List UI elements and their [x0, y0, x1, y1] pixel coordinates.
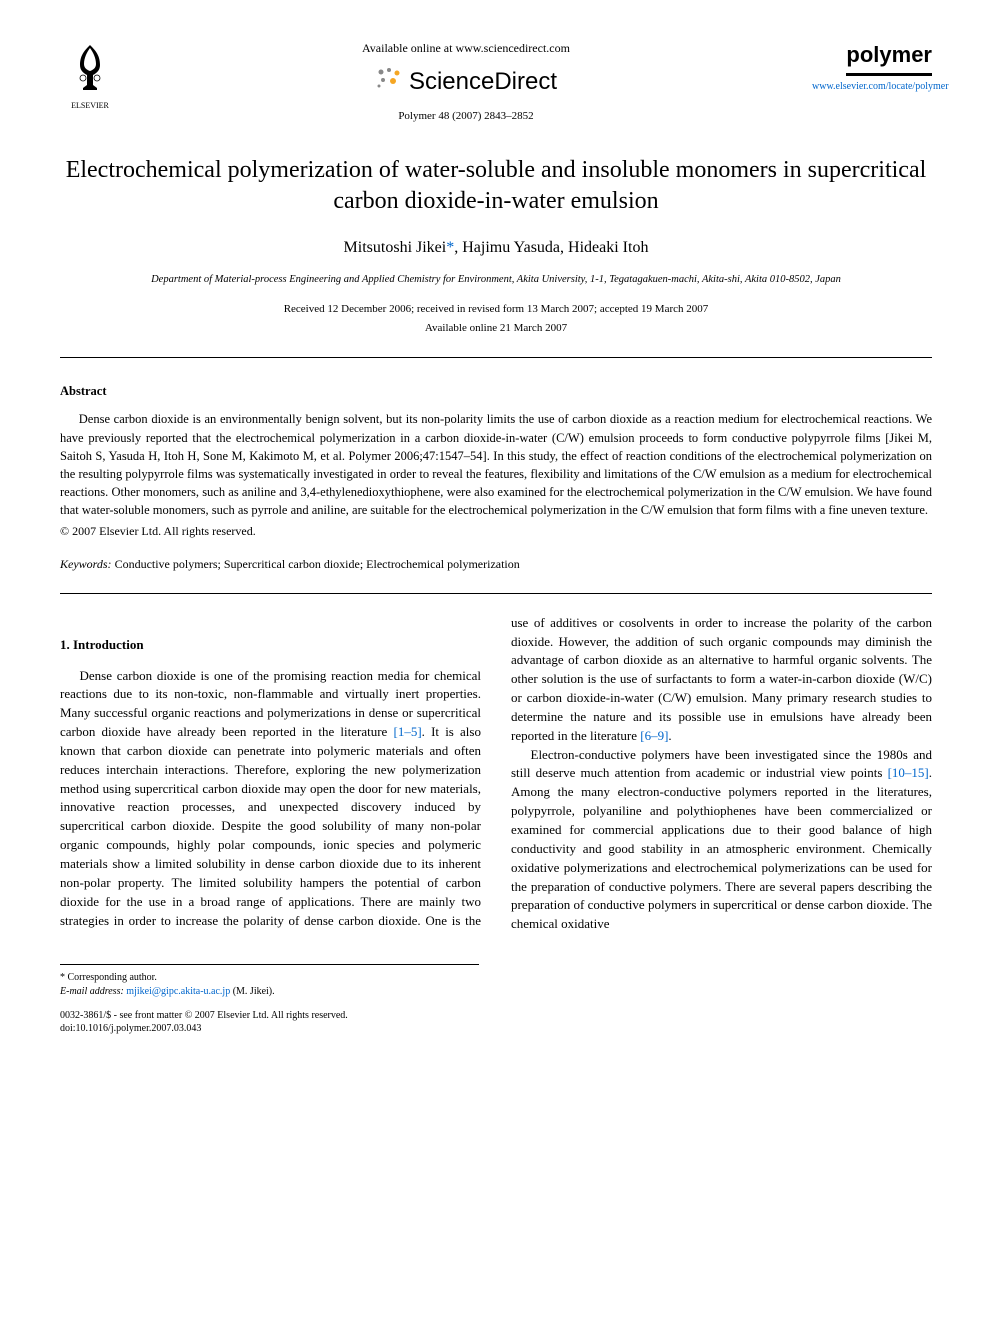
issn-line: 0032-3861/$ - see front matter © 2007 El…	[60, 1009, 479, 1022]
divider-bottom	[60, 593, 932, 594]
sciencedirect-logo: ScienceDirect	[120, 65, 812, 99]
author-1: Mitsutoshi Jikei	[344, 239, 447, 256]
ref-link-10-15[interactable]: [10–15]	[888, 765, 929, 780]
keywords-text: Conductive polymers; Supercritical carbo…	[112, 557, 520, 571]
corresponding-author-note: * Corresponding author.	[60, 971, 479, 985]
email-line: E-mail address: mjikei@gipc.akita-u.ac.j…	[60, 985, 479, 999]
keywords-label: Keywords:	[60, 557, 112, 571]
email-suffix: (M. Jikei).	[230, 986, 274, 997]
article-title: Electrochemical polymerization of water-…	[60, 155, 932, 217]
authors-line: Mitsutoshi Jikei*, Hajimu Yasuda, Hideak…	[60, 237, 932, 259]
abstract-copyright: © 2007 Elsevier Ltd. All rights reserved…	[60, 523, 932, 540]
available-online-text: Available online at www.sciencedirect.co…	[120, 40, 812, 57]
authors-rest: , Hajimu Yasuda, Hideaki Itoh	[454, 239, 648, 256]
ref-link-6-9[interactable]: [6–9]	[640, 728, 668, 743]
introduction-section: 1. Introduction Dense carbon dioxide is …	[60, 614, 932, 934]
elsevier-label: ELSEVIER	[60, 100, 120, 111]
divider-top	[60, 357, 932, 358]
polymer-label: polymer	[846, 40, 932, 76]
doi-line: doi:10.1016/j.polymer.2007.03.043	[60, 1022, 479, 1035]
abstract-text: Dense carbon dioxide is an environmental…	[60, 410, 932, 519]
intro-heading: 1. Introduction	[60, 636, 481, 655]
ref-link-1-5[interactable]: [1–5]	[393, 724, 421, 739]
abstract-section: Abstract Dense carbon dioxide is an envi…	[60, 383, 932, 540]
elsevier-tree-icon	[65, 40, 115, 95]
received-dates: Received 12 December 2006; received in r…	[60, 302, 932, 317]
abstract-heading: Abstract	[60, 383, 932, 401]
footer-corresponding: * Corresponding author. E-mail address: …	[60, 971, 479, 999]
email-label: E-mail address:	[60, 986, 126, 997]
page-header: ELSEVIER Available online at www.science…	[60, 40, 932, 125]
sciencedirect-dots-icon	[375, 66, 403, 100]
journal-url[interactable]: www.elsevier.com/locate/polymer	[812, 80, 932, 94]
polymer-journal-logo: polymer www.elsevier.com/locate/polymer	[812, 40, 932, 94]
email-address[interactable]: mjikei@gipc.akita-u.ac.jp	[126, 986, 230, 997]
journal-citation: Polymer 48 (2007) 2843–2852	[120, 109, 812, 124]
intro-p2b: . Among the many electron-conductive pol…	[511, 765, 932, 931]
elsevier-logo: ELSEVIER	[60, 40, 120, 111]
intro-p1c: .	[668, 728, 671, 743]
affiliation: Department of Material-process Engineeri…	[60, 273, 932, 288]
page-footer: * Corresponding author. E-mail address: …	[60, 964, 479, 1035]
intro-p2a: Electron-conductive polymers have been i…	[511, 747, 932, 781]
footer-issn-doi: 0032-3861/$ - see front matter © 2007 El…	[60, 1009, 479, 1035]
online-date: Available online 21 March 2007	[60, 321, 932, 336]
keywords-line: Keywords: Conductive polymers; Supercrit…	[60, 556, 932, 573]
intro-paragraph-2: Electron-conductive polymers have been i…	[511, 746, 932, 934]
center-header: Available online at www.sciencedirect.co…	[120, 40, 812, 125]
sciencedirect-text: ScienceDirect	[409, 68, 557, 95]
